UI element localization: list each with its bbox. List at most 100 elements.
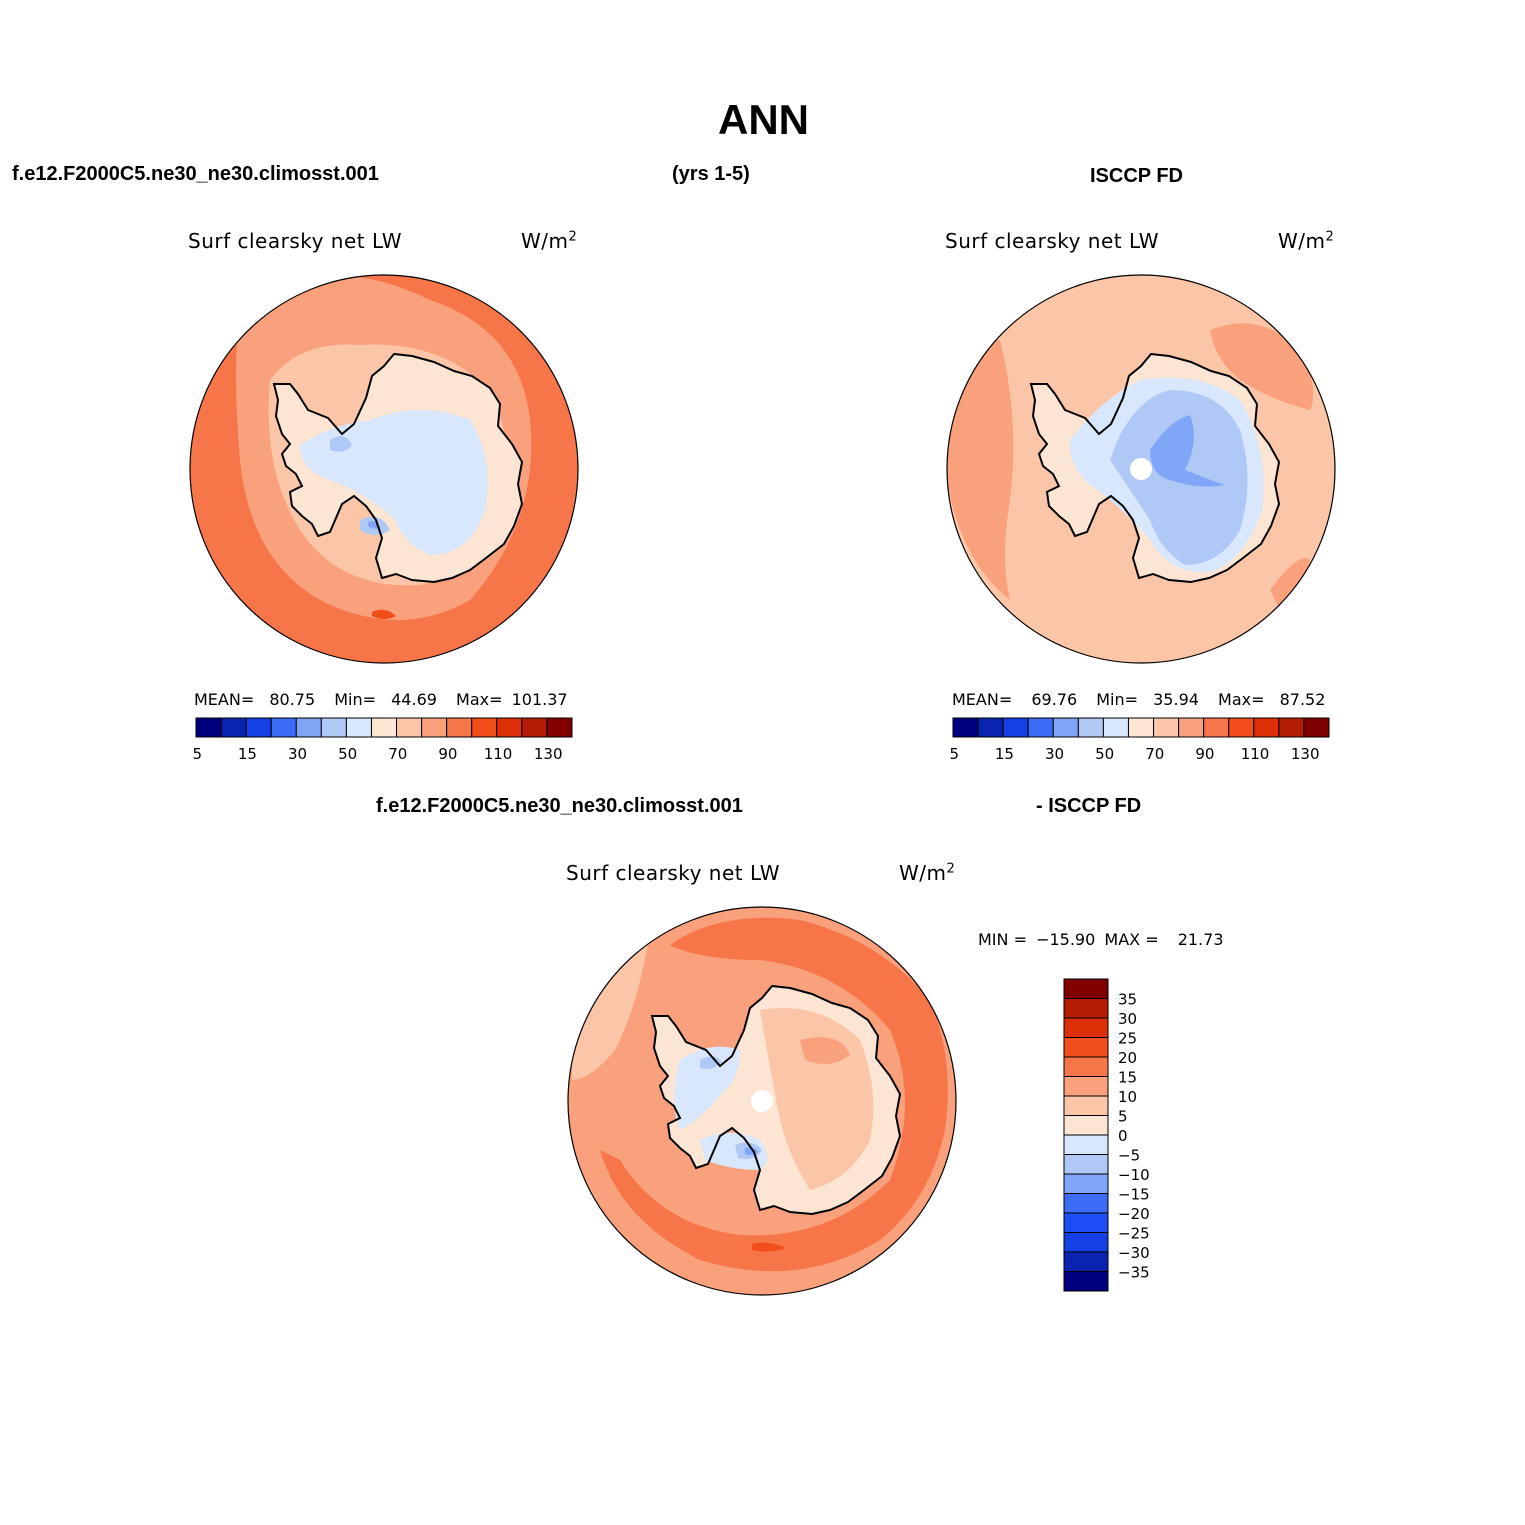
panel2-colorbar-tick-2: 30: [1045, 745, 1064, 763]
panel2-colorbar-swatch-7: [1127, 717, 1155, 738]
panel3-colorbar-swatch-13: [1063, 1232, 1109, 1253]
panel3-stats: MIN = −15.90 MAX = 21.73: [978, 930, 1224, 949]
panel2-title: Surf clearsky net LW: [945, 229, 1160, 253]
panel3-colorbar-tick-9: −10: [1118, 1166, 1150, 1184]
panel1-mean-value: 80.75: [269, 690, 316, 709]
panel1-colorbar-swatch-2: [245, 717, 272, 738]
panel3-units-sup: 2: [946, 861, 956, 877]
panel3-colorbar-tick-5: 10: [1118, 1088, 1137, 1106]
panel1-colorbar-tick-7: 130: [534, 745, 563, 763]
panel1-title: Surf clearsky net LW: [188, 229, 403, 253]
panel2-colorbar-swatch-1: [977, 717, 1004, 738]
panel3-colorbar-swatch-9: [1063, 1154, 1109, 1175]
panel2-colorbar-tick-0: 5: [949, 745, 959, 763]
panel1-colorbar-tick-1: 15: [238, 745, 257, 763]
panel2-colorbar-tick-3: 50: [1095, 745, 1114, 763]
panel1-colorbar-swatch-3: [270, 717, 297, 738]
panel3-colorbar-tick-7: 0: [1118, 1127, 1128, 1145]
panel1-frame: [189, 274, 579, 664]
main-title: ANN: [718, 96, 809, 143]
panel2-max-label: Max=: [1218, 690, 1265, 709]
panel3-colorbar-swatch-11: [1063, 1193, 1109, 1214]
panel2-colorbar-swatch-12: [1253, 717, 1280, 738]
panel2-min-value: 35.94: [1153, 690, 1199, 709]
panel3-colorbar-swatch-10: [1063, 1173, 1109, 1194]
obs-label: ISCCP FD: [1090, 165, 1183, 187]
panel2-colorbar-swatch-14: [1303, 717, 1330, 738]
panel2-colorbar-swatch-6: [1102, 717, 1129, 738]
panel2-min-label: Min=: [1096, 690, 1139, 709]
panel3-min-value: −15.90: [1036, 930, 1096, 949]
panel3-colorbar-tick-1: 30: [1118, 1010, 1137, 1028]
panel1-colorbar-tick-4: 70: [388, 745, 407, 763]
panel2-colorbar-swatch-11: [1228, 717, 1255, 738]
panel2-colorbar-tick-5: 90: [1195, 745, 1214, 763]
panel1-blue-patch: [330, 436, 352, 452]
panel1-colorbar-tick-2: 30: [288, 745, 307, 763]
panel2-colorbar-swatch-3: [1027, 717, 1054, 738]
panel3-colorbar-tick-11: −20: [1118, 1205, 1150, 1223]
panel3-colorbar-tick-4: 15: [1118, 1069, 1137, 1087]
panel3-colorbar-swatch-1: [1063, 998, 1109, 1019]
panel2-colorbar-swatch-5: [1077, 717, 1104, 738]
panel3-frame: [567, 906, 957, 1296]
panel2-frame: [946, 274, 1336, 664]
panel1-colorbar-swatch-5: [320, 717, 347, 738]
panel2-mean-value: 69.76: [1031, 690, 1078, 709]
panel1-colorbar-swatch-8: [396, 717, 423, 738]
panel2-colorbar-swatch-2: [1002, 717, 1029, 738]
panel2-colorbar-tick-7: 130: [1291, 745, 1320, 763]
panel1-colorbar-tick-5: 90: [438, 745, 457, 763]
panel1-colorbar-swatch-7: [370, 717, 398, 738]
panel2-units-base: W/m: [1278, 229, 1326, 253]
panel3-min-label: MIN =: [978, 930, 1027, 949]
panel3-colorbar-swatch-5: [1063, 1076, 1109, 1097]
panel2-colorbar-tick-1: 15: [995, 745, 1014, 763]
panel2-pole-hole: [1130, 458, 1152, 480]
panel3-colorbar-swatch-0: [1063, 978, 1109, 999]
panel1-colorbar-tick-3: 50: [338, 745, 357, 763]
panel1-colorbar-swatch-11: [471, 717, 498, 738]
panel3-blue-west: [674, 1046, 740, 1130]
panel3-colorbar-swatch-2: [1063, 1017, 1109, 1038]
panel1-max-label: Max=: [456, 690, 503, 709]
panel3-hot-patch: [752, 1242, 786, 1252]
panel1-blue-patch3: [368, 520, 380, 529]
panel1-map: [190, 275, 578, 663]
panel3-band-west: [572, 930, 650, 1080]
panel1-colorbar-swatch-9: [421, 717, 448, 738]
panel1-stats: MEAN= 80.75 Min= 44.69 Max= 101.37: [194, 690, 568, 709]
panel2-band-se: [1270, 558, 1310, 610]
panel2-colorbar-tick-6: 110: [1241, 745, 1270, 763]
diff-obs-label: - ISCCP FD: [1036, 795, 1142, 817]
panel1-colorbar-tick-6: 110: [484, 745, 513, 763]
panel3-colorbar-tick-6: 5: [1118, 1108, 1128, 1126]
panel2-mean-label: MEAN=: [952, 690, 1013, 709]
panel2-colorbar-swatch-4: [1052, 717, 1079, 738]
panel1-max-value: 101.37: [511, 690, 568, 709]
panel1-units: W/m2: [521, 229, 577, 253]
panel2-colorbar-swatch-8: [1153, 717, 1180, 738]
model-case-label: f.e12.F2000C5.ne30_ne30.climosst.001: [12, 163, 379, 185]
panel3-colorbar-swatch-4: [1063, 1056, 1109, 1077]
panel1-colorbar-swatch-13: [521, 717, 548, 738]
panel1-colorbar-tick-0: 5: [192, 745, 202, 763]
panel1-hot-patch: [372, 609, 396, 619]
panel1-colorbar-swatch-12: [496, 717, 523, 738]
panel3-colorbar-tick-13: −30: [1118, 1244, 1150, 1262]
panel1-colorbar-swatch-0: [195, 717, 222, 738]
panel3-max-label: MAX =: [1104, 930, 1159, 949]
diff-model-label: f.e12.F2000C5.ne30_ne30.climosst.001: [376, 795, 743, 817]
panel3-colorbar-swatch-8: [1063, 1134, 1109, 1155]
panel2-colorbar-swatch-0: [952, 717, 979, 738]
panel2-colorbar-tick-4: 70: [1145, 745, 1164, 763]
panel3-colorbar-tick-12: −25: [1118, 1225, 1150, 1243]
panel3-colorbar-swatch-3: [1063, 1037, 1109, 1058]
panel1-colorbar-swatch-6: [345, 717, 372, 738]
panel3-colorbar-tick-3: 20: [1118, 1049, 1137, 1067]
years-label: (yrs 1-5): [672, 163, 750, 185]
panel1-mean-label: MEAN=: [194, 690, 255, 709]
panel2-colorbar: 5 15 30 50 70 90 110 130: [949, 717, 1330, 763]
